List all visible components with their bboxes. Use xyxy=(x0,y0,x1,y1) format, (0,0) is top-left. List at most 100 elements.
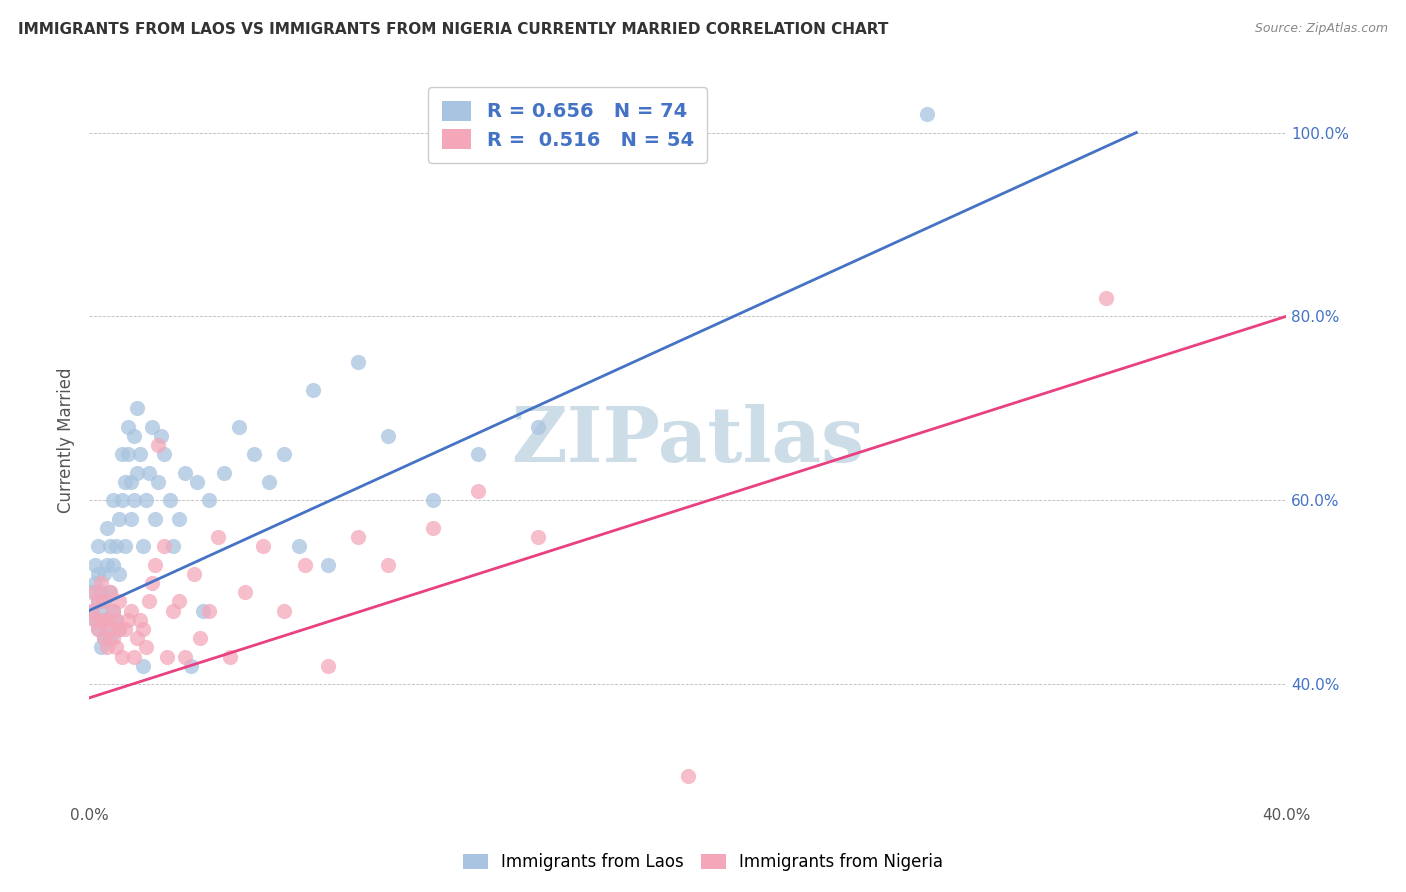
Point xyxy=(90,585,112,599)
Point xyxy=(117,613,139,627)
Point xyxy=(120,511,142,525)
Point xyxy=(84,613,107,627)
Point xyxy=(114,475,136,489)
Point xyxy=(1095,291,1118,305)
Point xyxy=(212,466,235,480)
Point xyxy=(257,475,280,489)
Point xyxy=(87,566,110,581)
Point xyxy=(108,566,131,581)
Point xyxy=(90,613,112,627)
Point xyxy=(87,622,110,636)
Point xyxy=(87,539,110,553)
Point xyxy=(218,649,240,664)
Point xyxy=(117,419,139,434)
Point xyxy=(108,511,131,525)
Point xyxy=(183,566,205,581)
Point xyxy=(98,585,121,599)
Point xyxy=(98,585,121,599)
Point xyxy=(377,558,399,572)
Text: IMMIGRANTS FROM LAOS VS IMMIGRANTS FROM NIGERIA CURRENTLY MARRIED CORRELATION CH: IMMIGRANTS FROM LAOS VS IMMIGRANTS FROM … xyxy=(18,22,889,37)
Point xyxy=(96,521,118,535)
Point xyxy=(98,631,121,645)
Point xyxy=(233,585,256,599)
Point xyxy=(132,539,155,553)
Point xyxy=(125,631,148,645)
Point xyxy=(527,419,550,434)
Point xyxy=(120,604,142,618)
Point xyxy=(159,493,181,508)
Point xyxy=(273,604,295,618)
Point xyxy=(143,558,166,572)
Point xyxy=(108,622,131,636)
Point xyxy=(167,594,190,608)
Point xyxy=(101,493,124,508)
Point xyxy=(129,613,152,627)
Legend: Immigrants from Laos, Immigrants from Nigeria: Immigrants from Laos, Immigrants from Ni… xyxy=(454,845,952,880)
Point xyxy=(141,576,163,591)
Point xyxy=(87,594,110,608)
Point xyxy=(80,604,103,618)
Point xyxy=(96,640,118,655)
Point xyxy=(676,769,699,783)
Point xyxy=(467,484,489,499)
Point xyxy=(191,604,214,618)
Text: ZIPatlas: ZIPatlas xyxy=(510,403,865,477)
Point xyxy=(132,658,155,673)
Point xyxy=(173,466,195,480)
Point xyxy=(138,594,160,608)
Point xyxy=(162,604,184,618)
Point xyxy=(96,613,118,627)
Point xyxy=(135,493,157,508)
Point xyxy=(197,493,219,508)
Point xyxy=(143,511,166,525)
Point xyxy=(101,604,124,618)
Point xyxy=(228,419,250,434)
Point xyxy=(915,107,938,121)
Point xyxy=(318,558,340,572)
Point xyxy=(114,539,136,553)
Point xyxy=(149,429,172,443)
Point xyxy=(80,604,103,618)
Point xyxy=(108,622,131,636)
Point xyxy=(101,631,124,645)
Point xyxy=(129,447,152,461)
Point xyxy=(122,429,145,443)
Point xyxy=(122,493,145,508)
Point xyxy=(105,539,128,553)
Point xyxy=(84,585,107,599)
Y-axis label: Currently Married: Currently Married xyxy=(58,368,75,513)
Point xyxy=(93,566,115,581)
Point xyxy=(294,558,316,572)
Point xyxy=(93,631,115,645)
Point xyxy=(186,475,208,489)
Point xyxy=(242,447,264,461)
Point xyxy=(105,613,128,627)
Point xyxy=(96,558,118,572)
Point xyxy=(188,631,211,645)
Point xyxy=(422,521,444,535)
Point xyxy=(93,631,115,645)
Point xyxy=(318,658,340,673)
Point xyxy=(141,419,163,434)
Point xyxy=(125,401,148,416)
Point xyxy=(93,594,115,608)
Point xyxy=(101,558,124,572)
Point xyxy=(80,585,103,599)
Point xyxy=(138,466,160,480)
Point xyxy=(422,493,444,508)
Point xyxy=(153,447,176,461)
Point xyxy=(167,511,190,525)
Point xyxy=(111,649,134,664)
Point xyxy=(98,539,121,553)
Point xyxy=(84,613,107,627)
Legend: R = 0.656   N = 74, R =  0.516   N = 54: R = 0.656 N = 74, R = 0.516 N = 54 xyxy=(429,87,707,163)
Point xyxy=(347,355,370,369)
Point xyxy=(146,438,169,452)
Point xyxy=(132,622,155,636)
Point xyxy=(105,613,128,627)
Point xyxy=(120,475,142,489)
Point xyxy=(117,447,139,461)
Point xyxy=(146,475,169,489)
Point xyxy=(302,383,325,397)
Point xyxy=(125,466,148,480)
